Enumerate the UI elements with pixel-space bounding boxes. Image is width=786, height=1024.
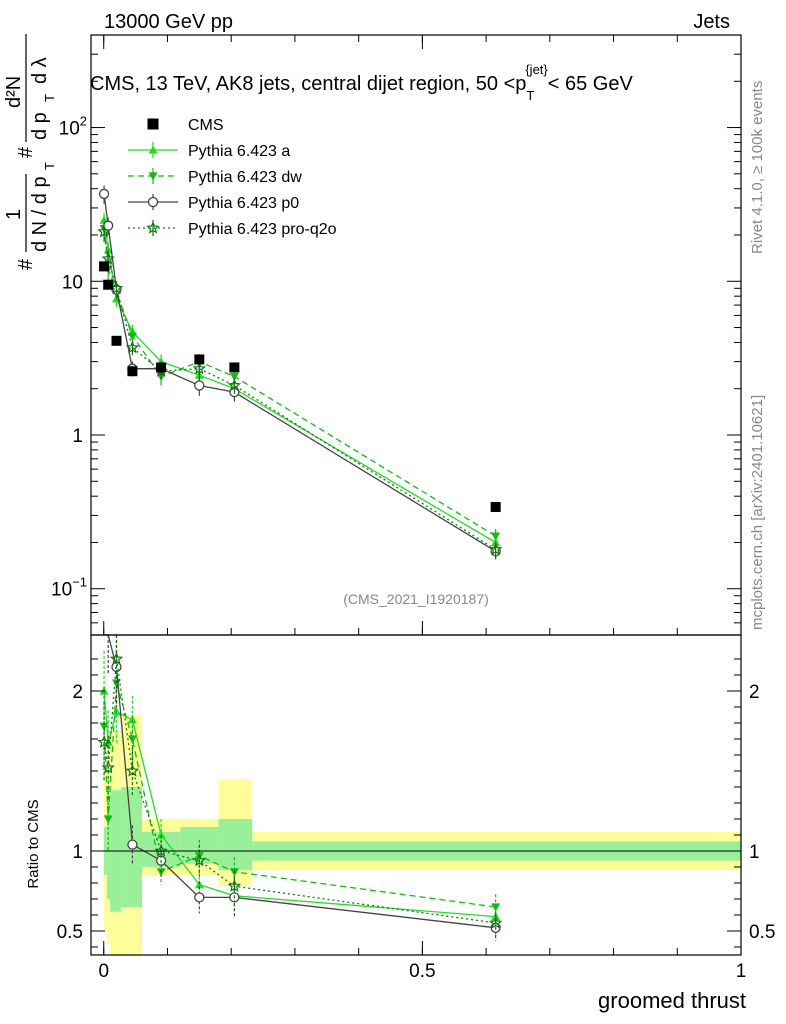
legend-label: Pythia 6.423 pro-q2o <box>188 221 337 238</box>
legend-label: Pythia 6.423 p0 <box>188 195 299 212</box>
x-tick-label: 0 <box>98 961 109 982</box>
cms-data-point <box>103 279 114 290</box>
legend: CMS Pythia 6.423 a Pythia 6.423 dw Pythia 6… <box>128 117 337 238</box>
ratio-point-pythia-6-423-dw <box>491 903 501 912</box>
y-tick-label: 10 <box>62 272 83 293</box>
cms-data-point <box>194 354 205 365</box>
x-axis-label: groomed thrust <box>598 988 746 1013</box>
plot-title: CMS, 13 TeV, AK8 jets, central dijet reg… <box>90 62 633 103</box>
x-tick-label: 0.5 <box>409 961 435 982</box>
ratio-line-pythia-6-423-dw <box>103 682 496 908</box>
ratio-tick-label-right: 1 <box>749 842 760 863</box>
ratio-point-pythia-6-423-dw <box>103 815 113 824</box>
ratio-point-pythia-6-423-pro-q2o <box>125 763 140 777</box>
cms-data-point <box>99 261 110 272</box>
rivet-version-label: Rivet 4.1.0, ≥ 100k events <box>749 81 766 254</box>
svg-text:T: T <box>42 162 57 170</box>
point-pythia-6-423-dw <box>127 332 137 341</box>
legend-label: Pythia 6.423 a <box>188 143 290 160</box>
ratio-point-pythia-6-423-a <box>127 715 137 724</box>
main-panel-series <box>97 185 503 560</box>
ratio-panel-frame <box>90 634 742 956</box>
ratio-point-pythia-6-423-pro-q2o <box>101 760 115 774</box>
y-tick-label: 1 <box>72 426 83 447</box>
ratio-tick-label-left: 2 <box>72 682 83 703</box>
legend-marker <box>146 220 160 234</box>
main-y-axis-label: # 1 d N / d p T # d²N d p T d λ <box>3 34 57 270</box>
cms-data-point <box>490 502 501 513</box>
ratio-point-pythia-6-423-a <box>156 830 166 839</box>
ratio-point-pythia-6-423-pro-q2o <box>109 651 124 665</box>
cms-data-point <box>111 335 122 346</box>
point-pythia-6-423-pro-q2o <box>125 340 140 354</box>
cms-data-point <box>229 362 240 373</box>
energy-label: 13000 GeV pp <box>104 11 233 33</box>
legend-item: Pythia 6.423 p0 <box>128 194 299 212</box>
ratio-line-pythia-6-423-a <box>103 690 496 918</box>
legend-marker <box>148 172 158 181</box>
ratio-y-axis-label: Ratio to CMS <box>25 799 42 888</box>
point-pythia-6-423-pro-q2o <box>227 378 242 392</box>
ratio-point-pythia-6-423-pro-q2o <box>227 879 242 892</box>
category-label: Jets <box>693 11 730 33</box>
point-pythia-6-423-p0 <box>194 380 205 391</box>
legend-marker <box>147 118 159 130</box>
cms-data-point <box>127 366 138 377</box>
svg-text:#: # <box>15 258 37 270</box>
y-tick-label: 10−1 <box>51 575 87 601</box>
legend-marker <box>148 145 158 154</box>
ratio-point-pythia-6-423-pro-q2o <box>192 853 207 867</box>
legend-item: Pythia 6.423 pro-q2o <box>128 220 337 238</box>
ratio-point-pythia-6-423-p0 <box>194 892 205 903</box>
ratio-line-pythia-6-423-pro-q2o <box>103 658 496 924</box>
svg-text:#: # <box>15 146 37 158</box>
ratio-point-pythia-6-423-dw <box>127 735 137 744</box>
point-pythia-6-423-pro-q2o <box>101 251 115 265</box>
series-line-pythia-6-423-p0 <box>103 193 496 552</box>
point-pythia-6-423-pro-q2o <box>192 361 207 375</box>
ratio-point-pythia-6-423-pro-q2o <box>97 735 111 748</box>
ratio-point-pythia-6-423-pro-q2o <box>154 843 168 857</box>
svg-text:d λ: d λ <box>29 57 51 84</box>
ratio-panel-series <box>97 634 503 941</box>
point-pythia-6-423-pro-q2o <box>97 224 111 238</box>
ratio-point-pythia-6-423-pro-q2o <box>488 915 503 929</box>
legend-label: Pythia 6.423 dw <box>188 169 302 186</box>
x-tick-label: 1 <box>736 961 747 982</box>
mcplots-source-label: mcplots.cern.ch [arXiv:2401.10621] <box>749 395 766 630</box>
ratio-point-pythia-6-423-dw <box>111 679 121 688</box>
series-line-pythia-6-423-dw <box>103 228 496 537</box>
legend-item: CMS <box>147 117 224 134</box>
cms-data-point <box>156 362 167 373</box>
ratio-tick-label-right: 0.5 <box>749 922 775 943</box>
point-pythia-6-423-dw <box>229 372 239 382</box>
ratio-line-pythia-6-423-p0 <box>104 634 496 929</box>
svg-text:d²N: d²N <box>3 76 25 108</box>
y-tick-label: 102 <box>59 114 87 140</box>
legend-item: Pythia 6.423 dw <box>128 168 302 186</box>
svg-text:T: T <box>42 94 57 102</box>
svg-text:d p: d p <box>29 112 51 140</box>
svg-text:1: 1 <box>3 209 25 220</box>
legend-item: Pythia 6.423 a <box>128 142 290 160</box>
series-line-pythia-6-423-pro-q2o <box>103 231 497 551</box>
ratio-tick-label-right: 2 <box>749 682 760 703</box>
ratio-tick-label-left: 0.5 <box>57 922 83 943</box>
analysis-id-label: (CMS_2021_I1920187) <box>343 591 489 607</box>
point-pythia-6-423-p0 <box>98 188 110 200</box>
svg-text:d N / d p: d N / d p <box>29 176 51 252</box>
series-line-pythia-6-423-a <box>103 220 496 544</box>
point-pythia-6-423-dw <box>491 532 501 541</box>
ratio-point-pythia-6-423-p0 <box>127 839 138 850</box>
point-pythia-6-423-pro-q2o <box>488 542 503 556</box>
legend-label: CMS <box>188 117 224 134</box>
ratio-point-pythia-6-423-dw <box>99 722 109 731</box>
legend-marker <box>147 196 159 208</box>
stat-uncertainty-band <box>218 819 253 871</box>
ratio-tick-label-left: 1 <box>72 842 83 863</box>
